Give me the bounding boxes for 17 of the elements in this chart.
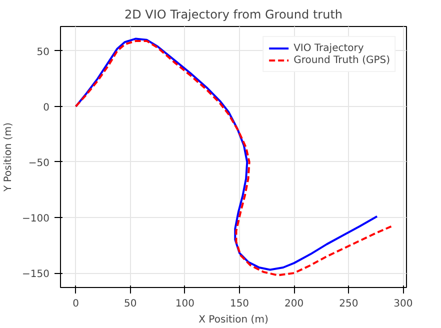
x-tick-label: 150 bbox=[230, 298, 250, 310]
y-tick-label: −100 bbox=[22, 214, 50, 225]
x-tick-label: 0 bbox=[72, 298, 79, 310]
y-axis-title: Y Position (m) bbox=[3, 122, 14, 192]
legend-label: Ground Truth (GPS) bbox=[294, 54, 390, 66]
y-tick-label: 0 bbox=[43, 102, 50, 114]
x-tick-label: 200 bbox=[284, 298, 304, 310]
x-tick-label: 50 bbox=[124, 298, 137, 310]
x-tick-label: 100 bbox=[175, 298, 194, 310]
y-tick-label: −150 bbox=[22, 269, 50, 280]
x-tick-label: 250 bbox=[339, 298, 358, 310]
y-tick-label: −50 bbox=[28, 158, 50, 169]
x-tick-label: 300 bbox=[394, 298, 413, 310]
x-axis-title: X Position (m) bbox=[198, 314, 268, 326]
y-tick-label: 50 bbox=[36, 46, 50, 58]
chart-title: 2D VIO Trajectory from Ground truth bbox=[124, 8, 343, 22]
legend-label: VIO Trajectory bbox=[294, 42, 364, 54]
